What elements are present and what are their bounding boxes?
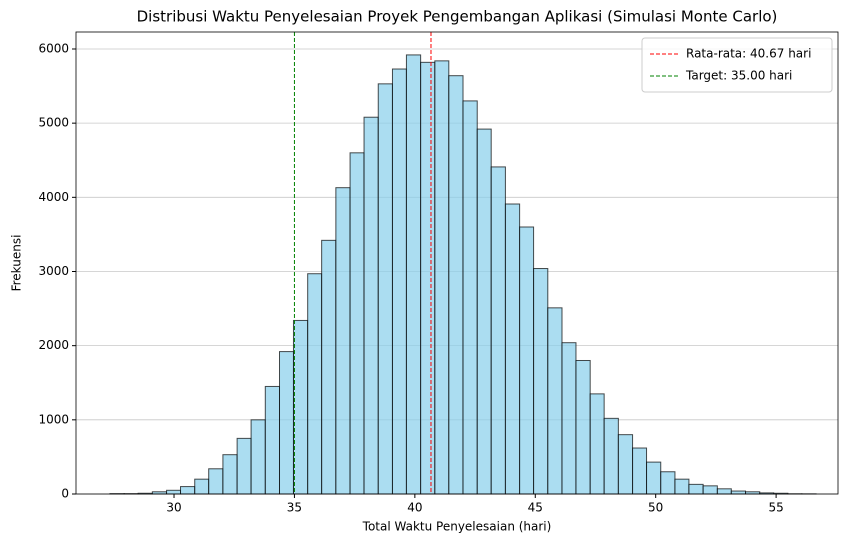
- bar: [716, 488, 732, 495]
- bar: [589, 393, 605, 495]
- bar: [730, 490, 747, 495]
- y-tick-label: 6000: [38, 41, 69, 55]
- bar: [617, 434, 634, 495]
- bar: [519, 226, 535, 495]
- bar: [688, 483, 704, 495]
- bar: [349, 152, 365, 495]
- x-tick-label: 30: [166, 501, 181, 515]
- legend-label: Target: 35.00 hari: [685, 69, 792, 83]
- x-tick-label: 45: [528, 501, 543, 515]
- y-tick-label: 4000: [38, 190, 69, 204]
- bar: [250, 419, 266, 495]
- bar: [533, 268, 549, 495]
- bar: [660, 471, 676, 495]
- bar: [603, 417, 619, 495]
- bar: [377, 83, 393, 495]
- bar: [420, 61, 436, 495]
- x-tick-label: 50: [648, 501, 663, 515]
- bar: [575, 359, 591, 495]
- plot-frame: [75, 31, 839, 495]
- bar: [363, 116, 379, 495]
- x-axis-label: Total Waktu Penyelesaian (hari): [362, 520, 552, 534]
- y-tick-label: 0: [61, 487, 69, 501]
- bar: [476, 128, 492, 495]
- bar: [292, 319, 309, 495]
- legend-box: [641, 37, 833, 93]
- y-tick-label: 3000: [38, 264, 69, 278]
- bar: [434, 60, 450, 495]
- bar: [547, 307, 563, 495]
- x-tick-label: 40: [407, 501, 422, 515]
- bar: [391, 68, 407, 495]
- bar: [222, 454, 238, 495]
- bar: [646, 461, 662, 495]
- bar: [307, 273, 323, 495]
- y-tick-label: 1000: [38, 412, 69, 426]
- bar: [264, 385, 281, 495]
- bar: [462, 100, 478, 495]
- bar: [208, 468, 224, 495]
- bar: [236, 437, 252, 495]
- bar: [321, 239, 337, 495]
- bar: [674, 478, 690, 495]
- chart-title: Distribusi Waktu Penyelesaian Proyek Pen…: [137, 8, 778, 26]
- bar: [166, 489, 182, 495]
- bar: [504, 203, 521, 495]
- bar: [279, 351, 294, 495]
- bar: [448, 75, 464, 495]
- y-tick-label: 2000: [38, 338, 69, 352]
- bar: [561, 342, 577, 495]
- legend-label: Rata-rata: 40.67 hari: [686, 47, 811, 61]
- bar: [490, 166, 506, 495]
- y-axis-label: Frekuensi: [10, 235, 24, 292]
- bar: [180, 486, 196, 495]
- bar: [702, 485, 718, 495]
- y-tick-label: 5000: [38, 116, 69, 130]
- x-tick-label: 55: [768, 501, 783, 515]
- bar: [632, 447, 648, 495]
- bar: [335, 187, 351, 495]
- bar: [194, 478, 210, 495]
- bar: [405, 54, 422, 495]
- x-tick-label: 35: [287, 501, 302, 515]
